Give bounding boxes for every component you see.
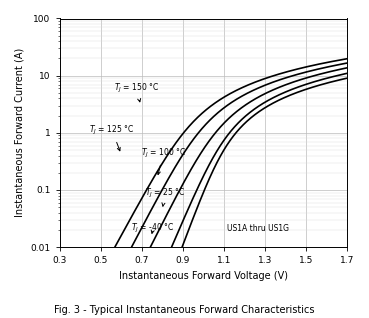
Text: $T_J$ = 25 °C: $T_J$ = 25 °C [145, 187, 185, 206]
Text: $T_J$ = 100 °C: $T_J$ = 100 °C [141, 147, 186, 175]
Text: $T_J$ = 150 °C: $T_J$ = 150 °C [114, 82, 159, 102]
Text: $T_J$ = 125 °C: $T_J$ = 125 °C [89, 124, 135, 151]
Text: US1A thru US1G: US1A thru US1G [227, 224, 289, 233]
Y-axis label: Instantaneous Forward Current (A): Instantaneous Forward Current (A) [15, 48, 25, 218]
X-axis label: Instantaneous Forward Voltage (V): Instantaneous Forward Voltage (V) [119, 271, 288, 281]
Text: Fig. 3 - Typical Instantaneous Forward Characteristics: Fig. 3 - Typical Instantaneous Forward C… [54, 305, 315, 315]
Text: $T_J$ = -40 °C: $T_J$ = -40 °C [131, 222, 175, 235]
